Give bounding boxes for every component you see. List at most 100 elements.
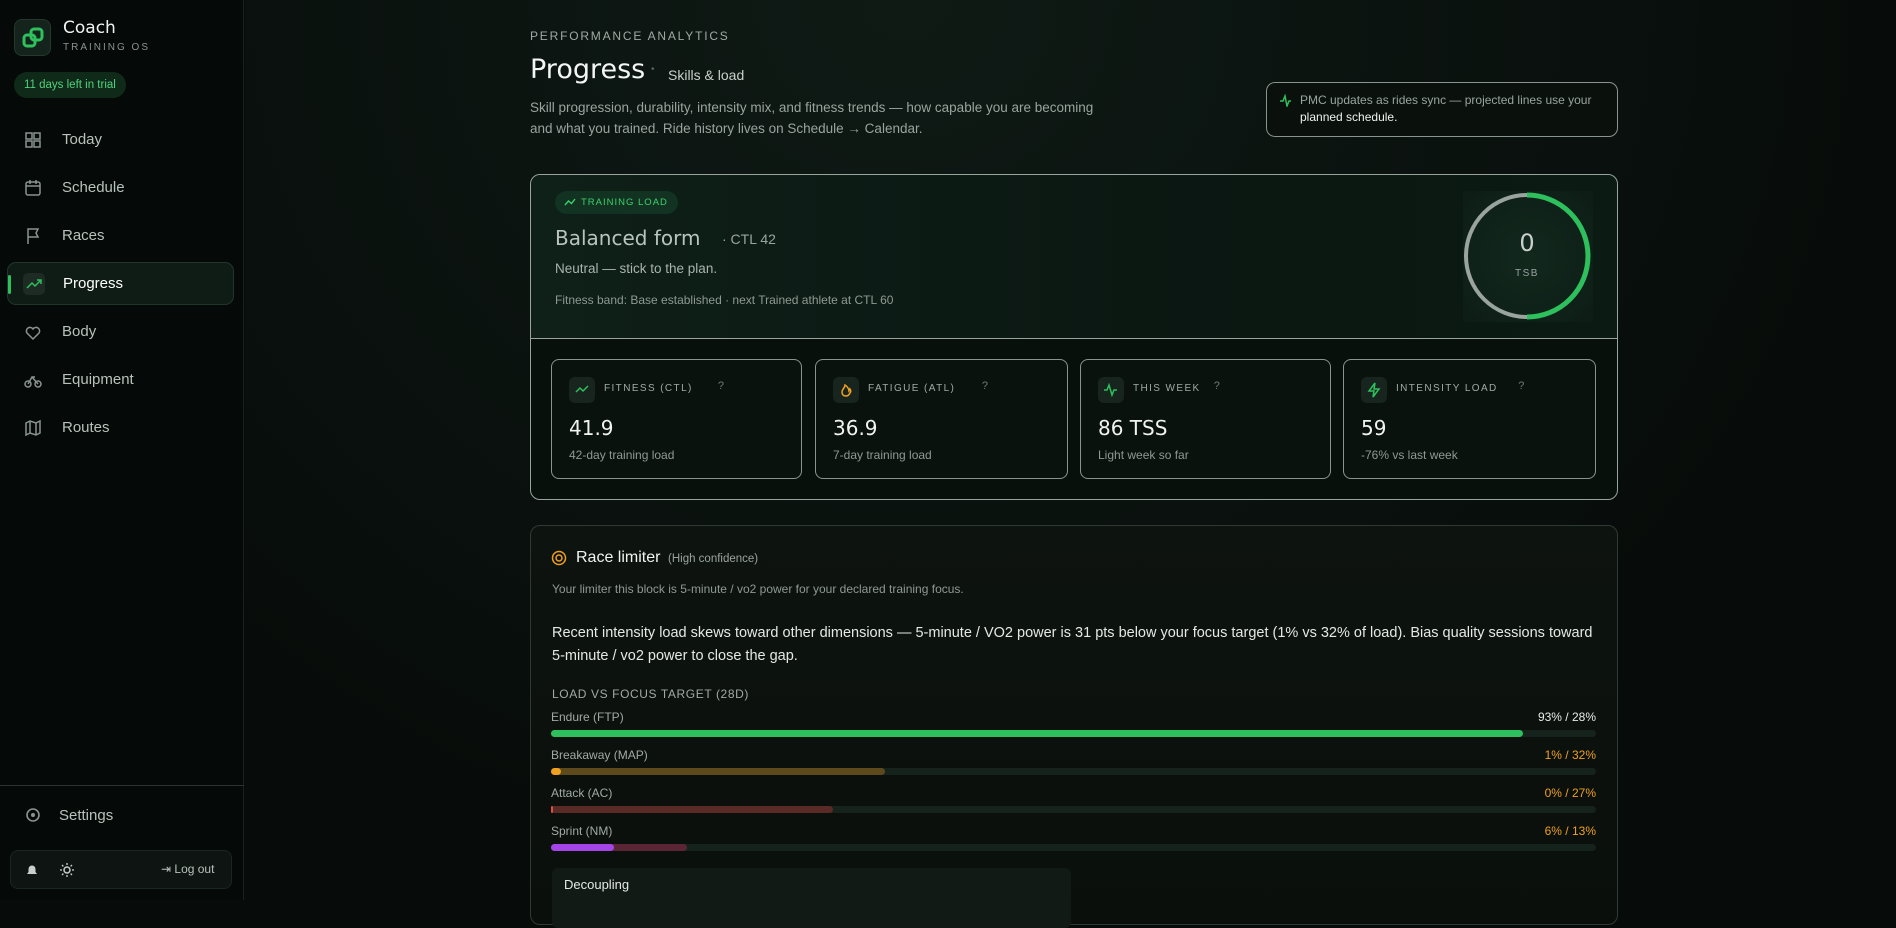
ctl: · CTL 42 bbox=[722, 231, 776, 247]
decoupling-title: Decoupling bbox=[564, 877, 630, 892]
nav-icon bbox=[23, 272, 45, 295]
nav-item[interactable]: Progress bbox=[7, 262, 234, 305]
bar-track bbox=[551, 806, 1596, 813]
bar-load bbox=[551, 768, 562, 775]
nav-item[interactable]: Races bbox=[7, 214, 234, 257]
nav-label: Schedule bbox=[62, 179, 125, 196]
stat-note: 42-day training load bbox=[569, 448, 675, 462]
bar-label: Attack (AC) bbox=[551, 786, 613, 800]
theme-icon[interactable] bbox=[59, 862, 75, 878]
stat-label: FATIGUE (ATL) bbox=[868, 383, 956, 394]
brand: Coach bbox=[63, 18, 116, 38]
bar-value: 93% / 28% bbox=[1537, 710, 1596, 724]
stat-card: FITNESS (CTL)? 41.9 42-day training load bbox=[551, 359, 802, 479]
fitness-band: Fitness band: Base established · next Tr… bbox=[555, 293, 894, 307]
limiter-title: Race limiter bbox=[576, 549, 661, 566]
nav-item[interactable]: Routes bbox=[7, 406, 234, 449]
limiter-detail: Recent intensity load skews toward other… bbox=[552, 625, 1593, 664]
stat-value: 86 TSS bbox=[1098, 416, 1168, 440]
stat-label: INTENSITY LOAD bbox=[1396, 383, 1498, 394]
nav-icon bbox=[22, 225, 44, 247]
bar-label: Breakaway (MAP) bbox=[551, 748, 648, 762]
bar-track bbox=[551, 844, 1596, 851]
stat-note: -76% vs last week bbox=[1361, 448, 1458, 462]
stat-value: 41.9 bbox=[569, 416, 614, 440]
dot: • bbox=[651, 64, 655, 75]
nav-label: Today bbox=[62, 131, 103, 148]
confidence: (High confidence) bbox=[668, 553, 759, 565]
nav-icon bbox=[22, 129, 44, 151]
nav-label: Progress bbox=[63, 275, 124, 292]
settings-text: Settings bbox=[59, 806, 114, 824]
bar-value: 6% / 13% bbox=[1544, 824, 1596, 838]
eyebrow: PERFORMANCE ANALYTICS bbox=[530, 29, 730, 43]
stat-icon bbox=[1361, 377, 1387, 403]
stat-card: FATIGUE (ATL)? 36.9 7-day training load bbox=[815, 359, 1068, 479]
nav-icon bbox=[22, 321, 44, 343]
badge: TRAINING LOAD bbox=[555, 191, 678, 214]
stat-help[interactable]: ? bbox=[717, 380, 725, 392]
logout[interactable]: ⇥ Log out bbox=[161, 862, 215, 876]
stat-note: 7-day training load bbox=[833, 448, 932, 462]
decoupling-box bbox=[552, 868, 1071, 928]
stat-help[interactable]: ? bbox=[981, 380, 989, 392]
nav-label: Equipment bbox=[62, 371, 134, 388]
race-limiter-card: Race limiter (High confidence) Your limi… bbox=[530, 525, 1618, 928]
sidebar: Coach TRAINING OS 11 days left in trial … bbox=[0, 0, 244, 900]
stat-help[interactable]: ? bbox=[1213, 380, 1220, 392]
nav-label: Routes bbox=[62, 419, 110, 436]
settings-link[interactable]: Settings bbox=[24, 806, 113, 824]
stat-label: FITNESS (CTL) bbox=[604, 383, 693, 394]
stat-help[interactable]: ? bbox=[1518, 380, 1525, 392]
nav-label: Races bbox=[62, 227, 105, 244]
limiter-summary: Your limiter this block is 5-minute / vo… bbox=[552, 582, 964, 596]
stat-icon bbox=[833, 377, 859, 403]
bar-label: Endure (FTP) bbox=[551, 710, 624, 724]
stat-note: Light week so far bbox=[1098, 448, 1189, 462]
notice-text: PMC updates as rides sync — projected li… bbox=[1300, 93, 1592, 107]
bottom-bar: ⇥ Log out bbox=[10, 850, 232, 889]
page-subtitle: Skills & load bbox=[668, 67, 745, 83]
bell-icon[interactable] bbox=[24, 862, 40, 878]
nav-icon bbox=[22, 177, 44, 199]
advice: Neutral — stick to the plan. bbox=[555, 261, 718, 276]
nav-item[interactable]: Schedule bbox=[7, 166, 234, 209]
bar-value: 0% / 27% bbox=[1544, 786, 1596, 800]
nav-item[interactable]: Today bbox=[7, 118, 234, 161]
bar-load bbox=[551, 844, 614, 851]
tsb-value: 0 bbox=[1519, 229, 1535, 257]
stat-icon bbox=[569, 377, 595, 403]
brand-sub: TRAINING OS bbox=[63, 42, 151, 53]
stat-card: THIS WEEK? 86 TSS Light week so far bbox=[1080, 359, 1331, 479]
logo bbox=[14, 19, 51, 56]
gauge bbox=[1464, 192, 1591, 320]
stat-value: 36.9 bbox=[833, 416, 878, 440]
bar-target bbox=[551, 768, 886, 775]
notice: PMC updates as rides sync — projected li… bbox=[1266, 82, 1618, 137]
hero bbox=[531, 175, 1617, 339]
divider bbox=[0, 785, 244, 786]
nav-label: Body bbox=[62, 323, 97, 340]
description: Skill progression, durability, intensity… bbox=[530, 100, 1094, 136]
nav-icon bbox=[22, 417, 44, 439]
bar-label: Sprint (NM) bbox=[551, 824, 613, 838]
bar-target bbox=[551, 806, 834, 813]
status: Balanced form bbox=[555, 226, 701, 250]
page-title: Progress bbox=[530, 54, 646, 85]
stat-card: INTENSITY LOAD? 59 -76% vs last week bbox=[1343, 359, 1596, 479]
nav-item[interactable]: Body bbox=[7, 310, 234, 353]
chart-label: LOAD VS FOCUS TARGET (28D) bbox=[552, 687, 749, 701]
bar-value: 1% / 32% bbox=[1544, 748, 1596, 762]
nav-icon bbox=[22, 369, 44, 391]
stat-value: 59 bbox=[1361, 416, 1387, 440]
bar-load bbox=[551, 730, 1523, 737]
notice-link[interactable]: planned schedule. bbox=[1300, 110, 1398, 124]
bar-track bbox=[551, 768, 1596, 775]
nav-item[interactable]: Equipment bbox=[7, 358, 234, 401]
stat-icon bbox=[1098, 377, 1124, 403]
logout-text: Log out bbox=[174, 862, 215, 876]
tsb-label: TSB bbox=[1515, 268, 1539, 279]
trial-badge: 11 days left in trial bbox=[14, 72, 126, 98]
